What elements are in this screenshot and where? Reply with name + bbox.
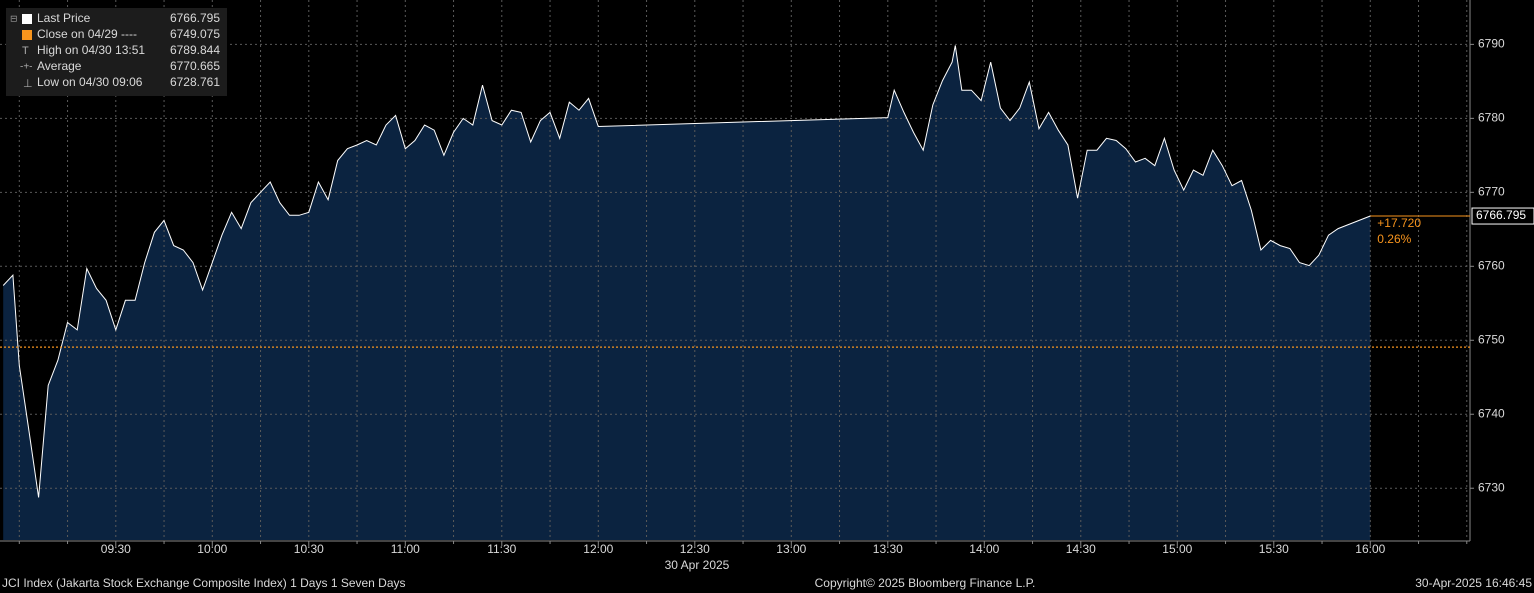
legend-swatch [22, 14, 32, 24]
legend-toggle: ⊟ [10, 13, 18, 23]
x-tick-label: 16:00 [1355, 542, 1385, 556]
x-tick-label: 11:30 [487, 542, 516, 556]
last-price-box [1471, 207, 1534, 225]
legend-value: 6749.075 [170, 27, 220, 41]
footer-left: JCI Index (Jakarta Stock Exchange Compos… [2, 576, 406, 590]
y-tick-label: 6740 [1478, 406, 1505, 420]
legend-icon: ⊥ [23, 78, 33, 90]
legend-value: 6789.844 [170, 43, 220, 57]
footer-right: 30-Apr-2025 16:46:45 [1415, 576, 1532, 590]
legend-label: Last Price [37, 11, 91, 25]
footer-center: Copyright© 2025 Bloomberg Finance L.P. [815, 576, 1036, 590]
y-tick-label: 6790 [1478, 37, 1505, 51]
change-label: +17.720 [1377, 216, 1421, 230]
x-tick-label: 10:30 [294, 542, 324, 556]
x-tick-label: 12:30 [680, 542, 710, 556]
legend-value: 6770.665 [170, 59, 220, 73]
x-tick-label: 15:00 [1162, 542, 1192, 556]
change-pct-label: 0.26% [1377, 232, 1411, 246]
legend-label: Low on 04/30 09:06 [37, 75, 143, 89]
legend: ⊟ T -+- ⊥ [6, 8, 227, 96]
legend-label: Close on 04/29 ---- [37, 27, 137, 41]
area [3, 45, 1371, 540]
y-tick-label: 6730 [1478, 480, 1505, 494]
y-tick-label: 6770 [1478, 185, 1505, 199]
y-tick-label: 6780 [1478, 111, 1505, 125]
legend-label: High on 04/30 13:51 [37, 43, 145, 57]
legend-icon: T [22, 45, 29, 57]
x-tick-label: 14:00 [969, 542, 999, 556]
y-tick-label: 6760 [1478, 258, 1505, 272]
x-tick-label: 12:00 [583, 542, 613, 556]
legend-value: 6766.795 [170, 11, 220, 25]
legend-box [6, 8, 227, 96]
x-tick-label: 13:30 [873, 542, 903, 556]
y-tick-label: 6750 [1478, 332, 1505, 346]
x-tick-label: 13:00 [776, 542, 806, 556]
legend-swatch [22, 30, 32, 40]
x-tick-label: 10:00 [197, 542, 227, 556]
last-price-label: 6766.795 [1476, 208, 1526, 222]
legend-icon: -+- [20, 62, 33, 73]
plot-area [0, 0, 1470, 540]
legend-label: Average [37, 59, 82, 73]
date-label: 30 Apr 2025 [665, 558, 730, 572]
x-tick-label: 15:30 [1259, 542, 1289, 556]
x-tick-label: 14:30 [1066, 542, 1096, 556]
x-tick-label: 09:30 [101, 542, 131, 556]
price-line [2, 45, 1371, 498]
legend-value: 6728.761 [170, 75, 220, 89]
x-tick-label: 11:00 [391, 542, 420, 556]
